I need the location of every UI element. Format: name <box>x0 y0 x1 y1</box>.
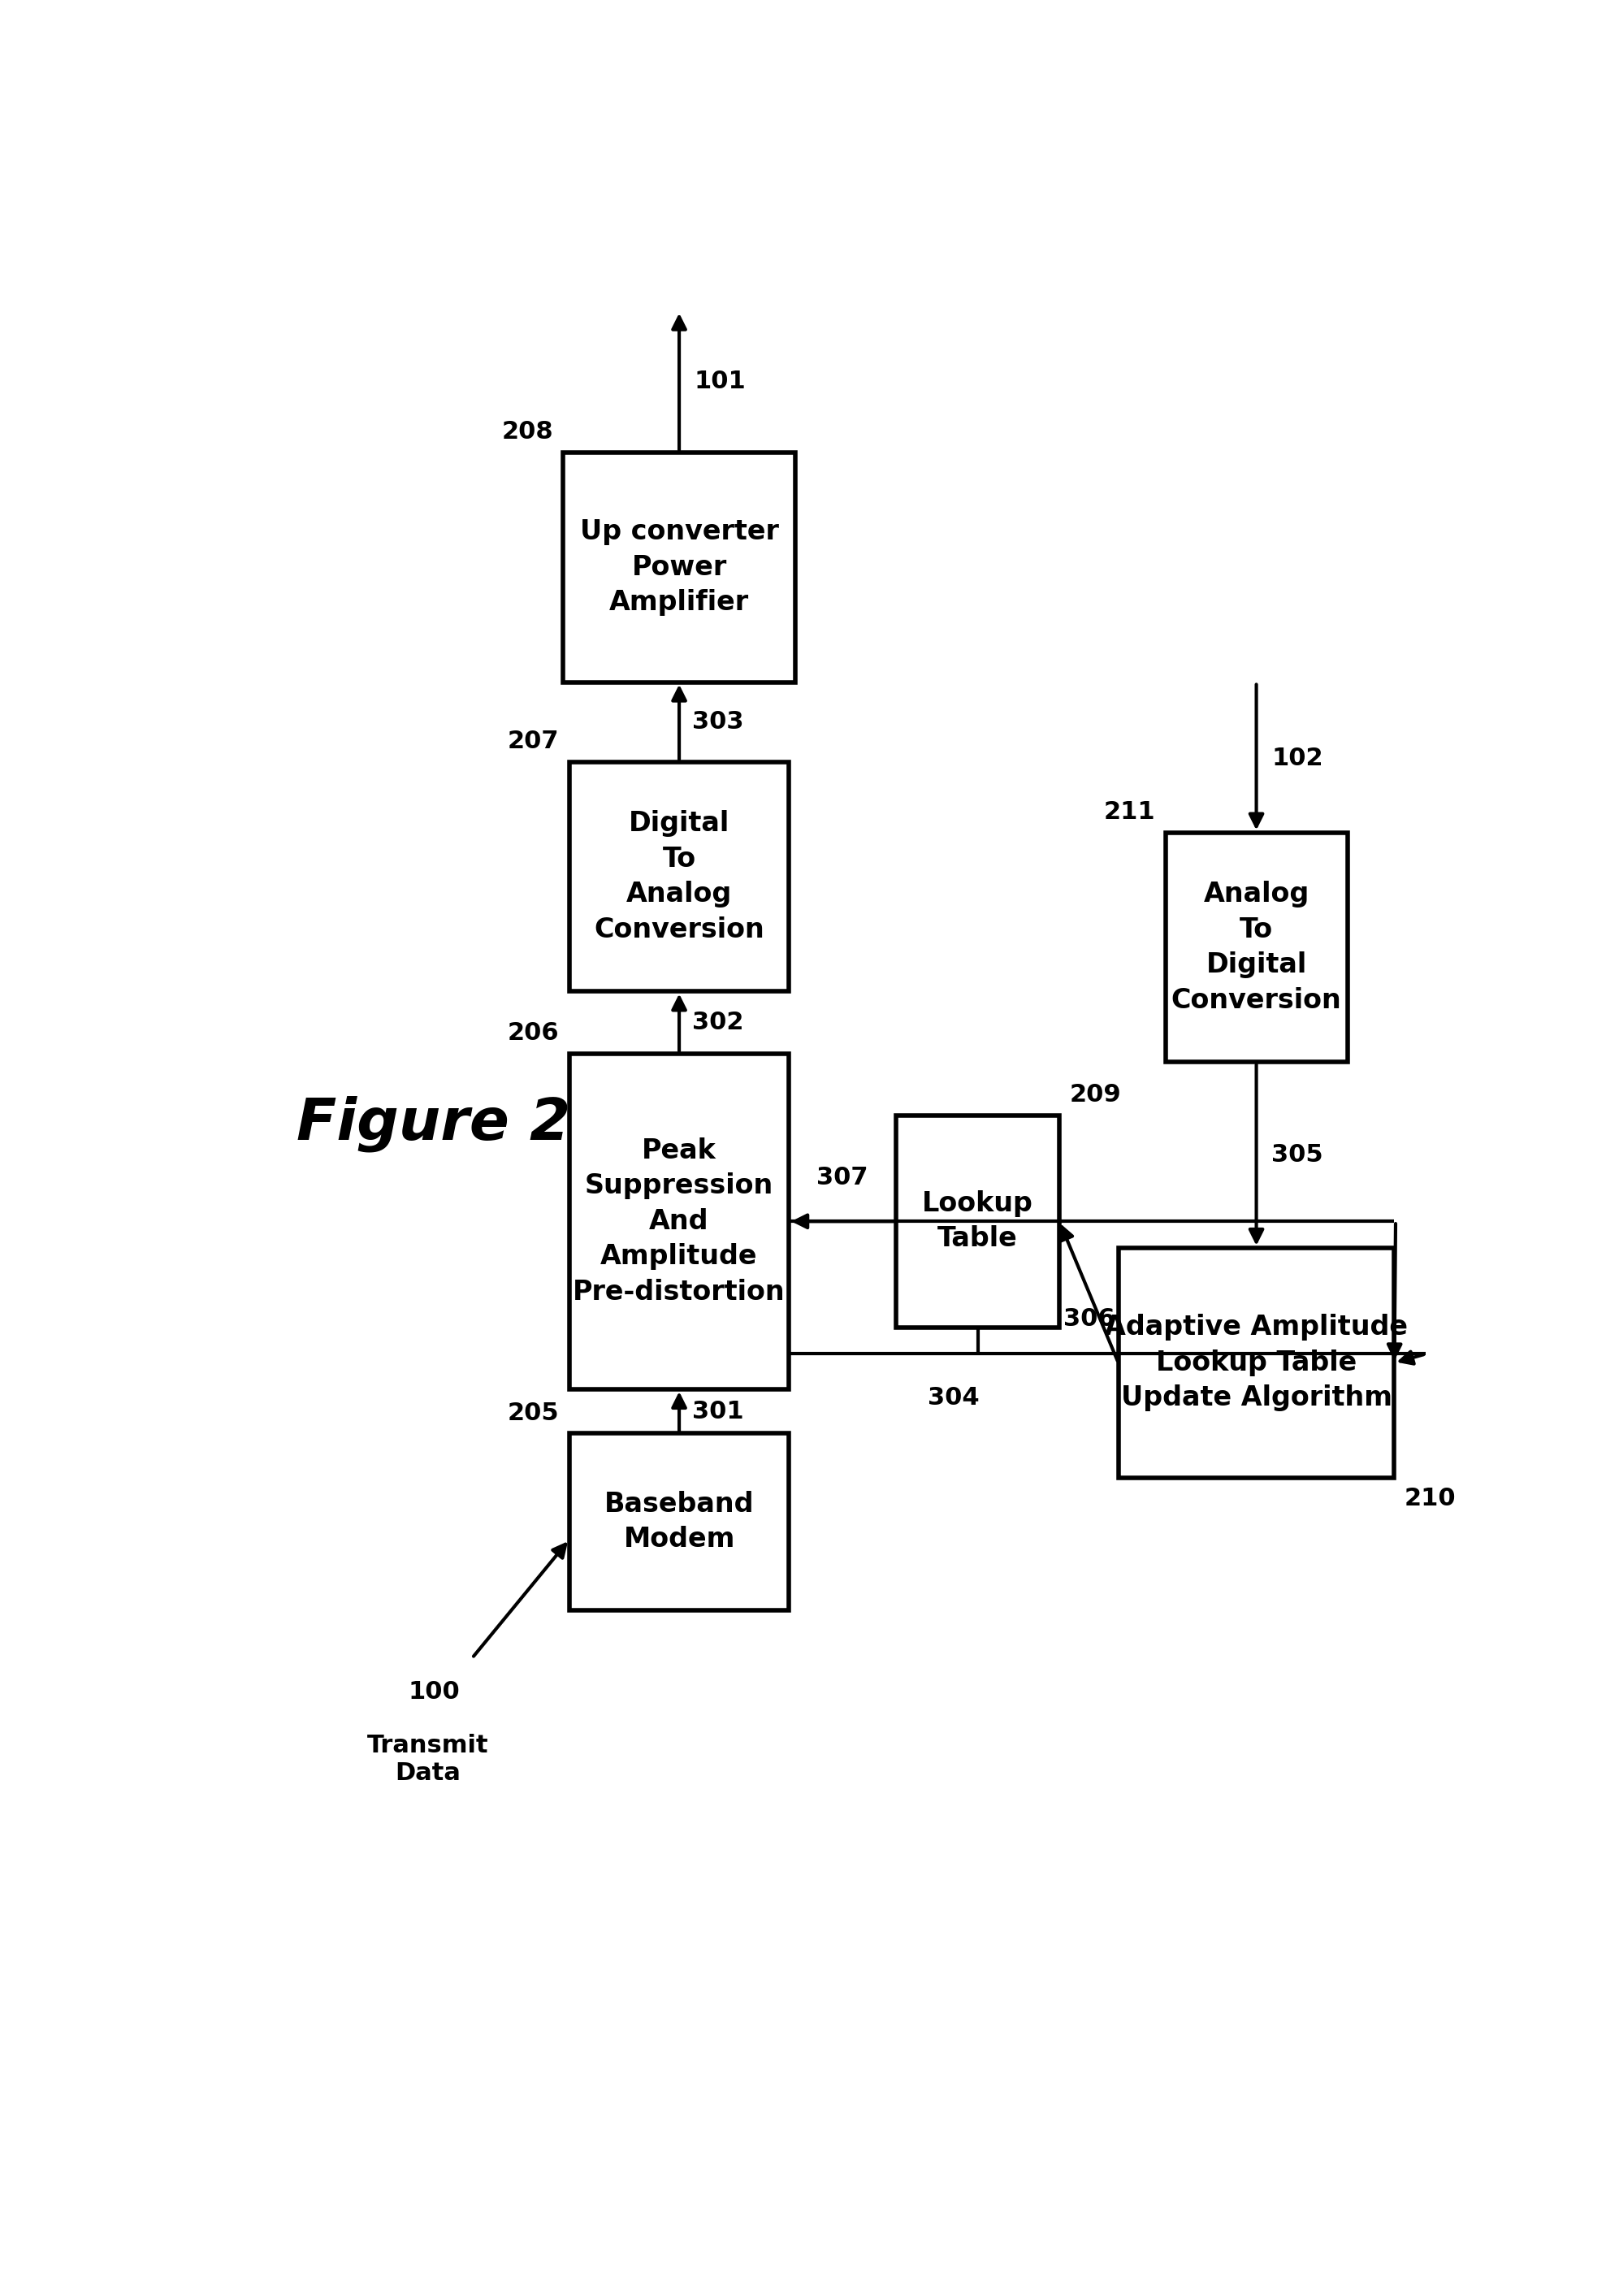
Text: 209: 209 <box>1070 1084 1122 1107</box>
Text: 100: 100 <box>408 1681 460 1704</box>
Text: 205: 205 <box>508 1401 559 1424</box>
FancyBboxPatch shape <box>570 1054 788 1389</box>
Text: 207: 207 <box>508 730 559 753</box>
Text: Adaptive Amplitude
Lookup Table
Update Algorithm: Adaptive Amplitude Lookup Table Update A… <box>1104 1313 1409 1412</box>
Text: 305: 305 <box>1271 1143 1323 1166</box>
FancyBboxPatch shape <box>1119 1249 1394 1479</box>
FancyBboxPatch shape <box>570 762 788 992</box>
Text: 301: 301 <box>691 1401 743 1424</box>
FancyBboxPatch shape <box>570 1433 788 1609</box>
Text: Baseband
Modem: Baseband Modem <box>604 1490 754 1552</box>
Text: Up converter
Power
Amplifier: Up converter Power Amplifier <box>580 519 779 615</box>
Text: 306: 306 <box>1064 1306 1114 1332</box>
Text: 307: 307 <box>818 1166 868 1189</box>
Text: 210: 210 <box>1404 1486 1455 1511</box>
FancyBboxPatch shape <box>563 452 795 682</box>
FancyBboxPatch shape <box>897 1116 1059 1327</box>
Text: Peak
Suppression
And
Amplitude
Pre-distortion: Peak Suppression And Amplitude Pre-disto… <box>573 1137 785 1306</box>
FancyBboxPatch shape <box>1166 833 1347 1063</box>
Text: 101: 101 <box>695 370 746 393</box>
Text: Lookup
Table: Lookup Table <box>923 1189 1033 1251</box>
Text: Transmit
Data: Transmit Data <box>368 1733 489 1784</box>
Text: 304: 304 <box>928 1387 979 1410</box>
Text: Figure 2: Figure 2 <box>296 1095 570 1153</box>
Text: 303: 303 <box>691 709 743 735</box>
Text: 206: 206 <box>508 1022 559 1045</box>
Text: 102: 102 <box>1271 746 1323 769</box>
Text: 208: 208 <box>502 420 554 443</box>
Text: 302: 302 <box>691 1010 743 1033</box>
Text: 211: 211 <box>1104 799 1156 824</box>
Text: Analog
To
Digital
Conversion: Analog To Digital Conversion <box>1171 882 1342 1013</box>
Text: Digital
To
Analog
Conversion: Digital To Analog Conversion <box>594 810 764 944</box>
